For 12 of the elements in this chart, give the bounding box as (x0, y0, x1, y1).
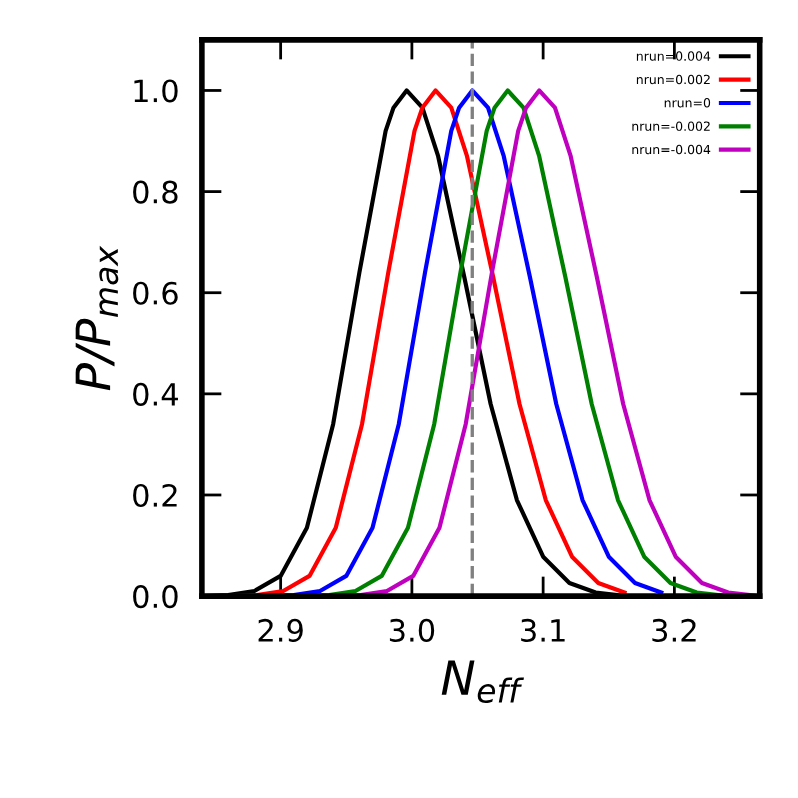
y-tick-label: 0.2 (133, 483, 177, 508)
x-axis-title: N$_{eff}$ (441, 660, 524, 704)
y-tick-label: 0.0 (133, 585, 178, 609)
x-tick-label: 3.0 (389, 618, 435, 642)
y-axis-title: P/P$_{max}$ (75, 245, 119, 391)
x-tick-label: 3.1 (521, 618, 565, 642)
y-tick-label: 0.8 (133, 180, 178, 204)
x-tick-label: 3.2 (652, 618, 696, 642)
y-tick-label: 0.4 (133, 382, 178, 406)
y-tick-label: 0.6 (133, 281, 178, 305)
x-tick-label: 2.9 (258, 618, 303, 642)
y-tick-label: 1.0 (134, 79, 178, 103)
